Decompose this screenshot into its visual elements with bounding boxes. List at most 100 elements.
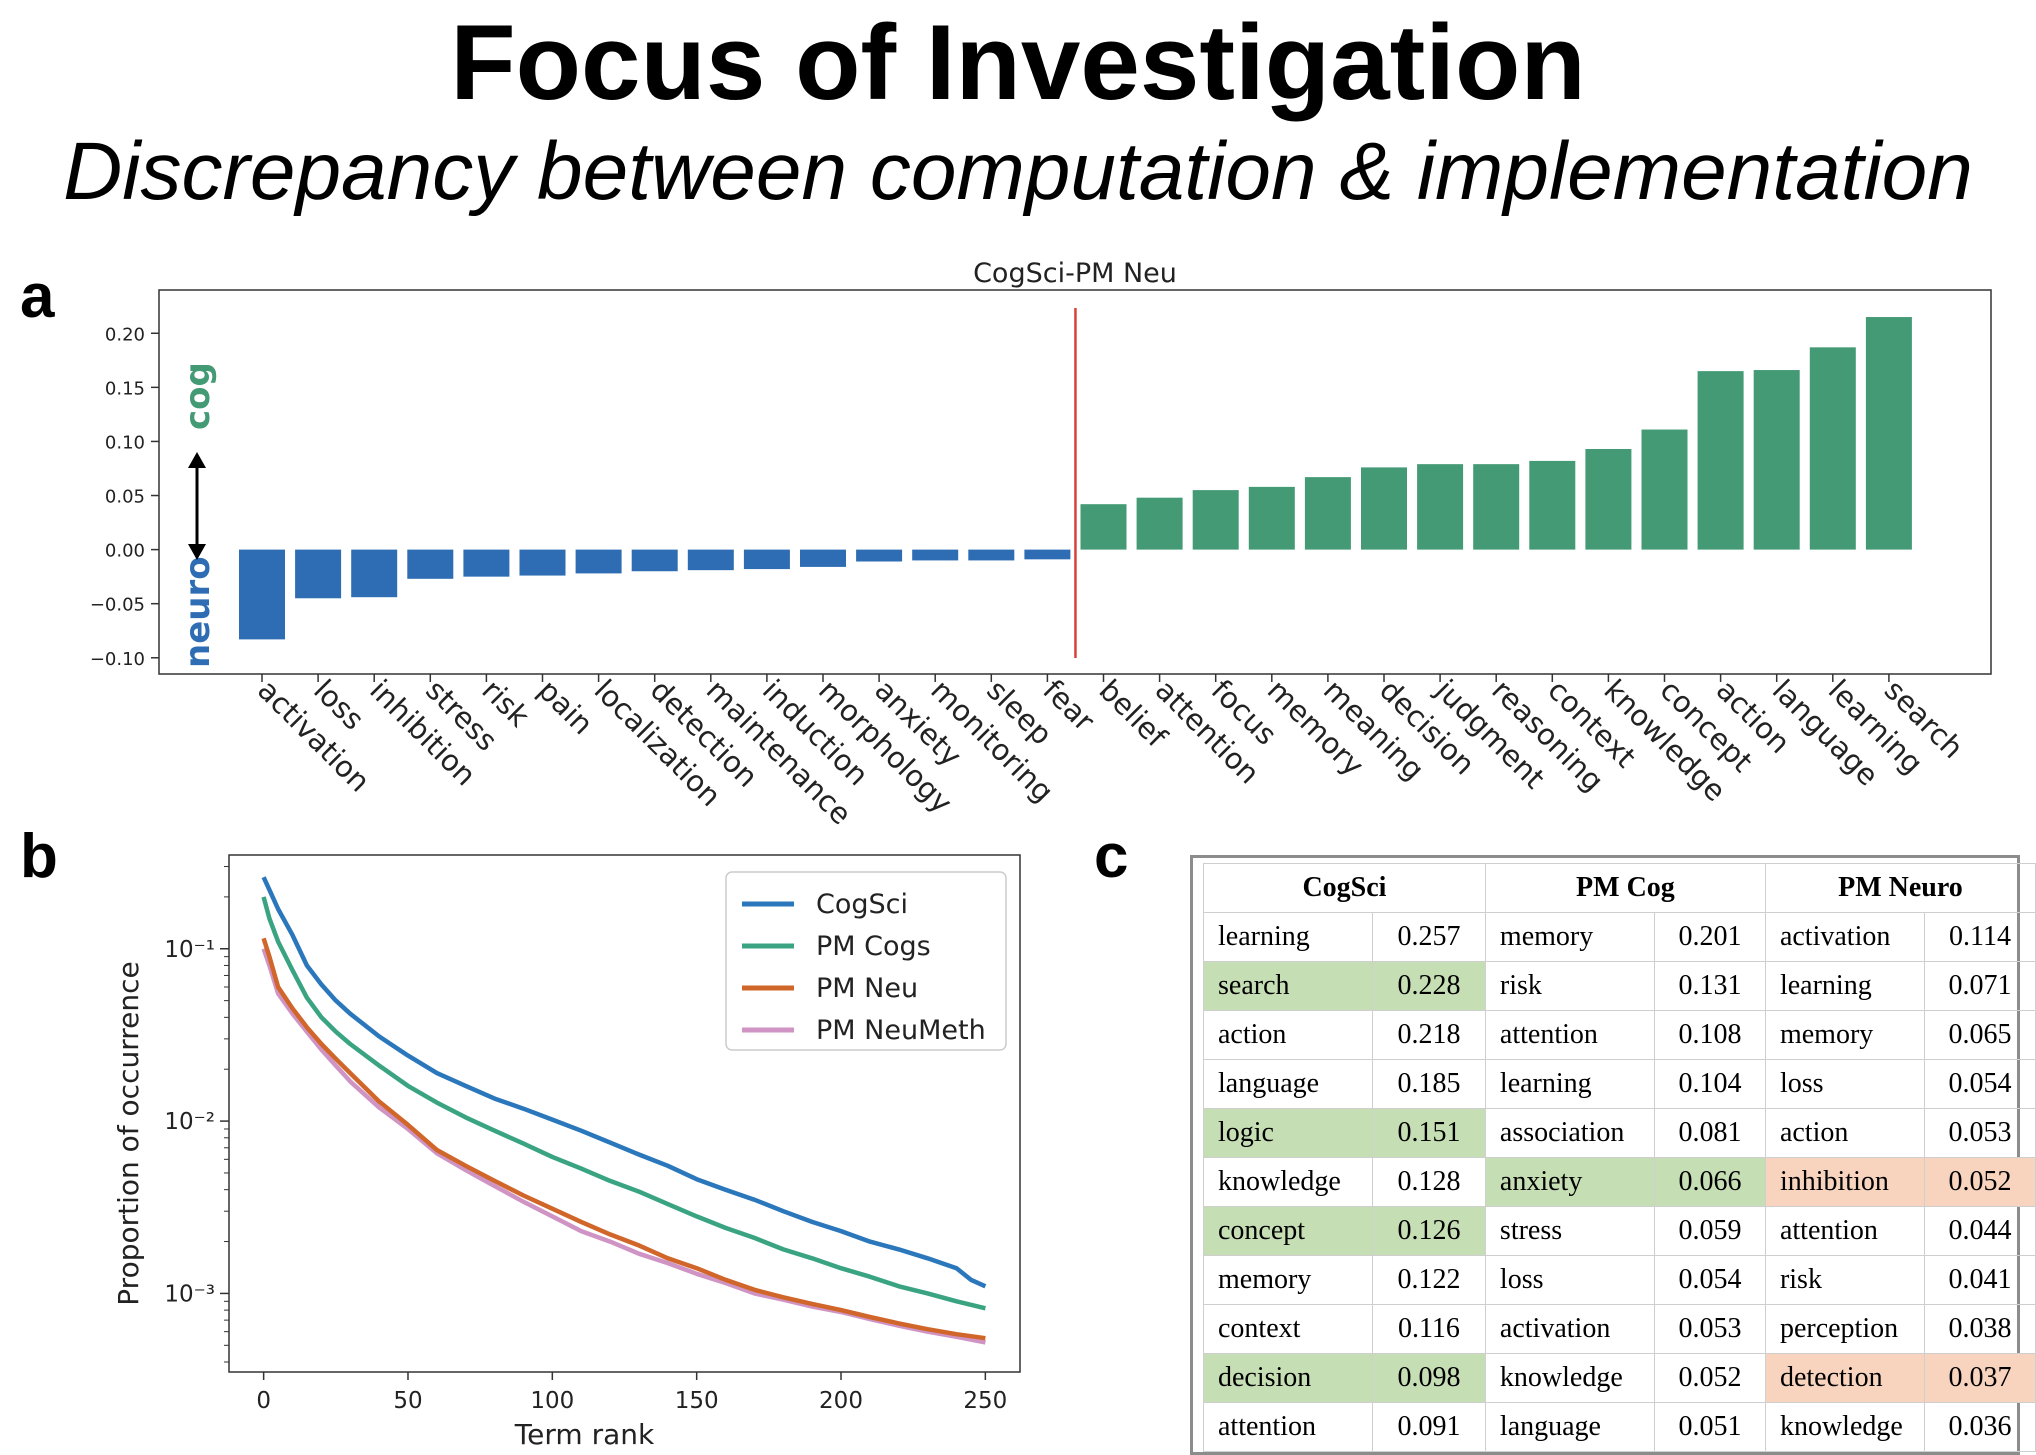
- bar-concept: [1641, 429, 1688, 550]
- term-cell: anxiety: [1484, 1157, 1655, 1207]
- legend-label: PM NeuMeth: [816, 1015, 986, 1046]
- neuro-label: neuro: [178, 556, 218, 668]
- line-chart-term-rank: 0 50 100 150 200 250 10⁻¹ 10⁻² 10⁻³ Term rank Prop…: [112, 854, 1021, 1451]
- table-row: search 0.228 risk 0.131 learning 0.071: [1203, 961, 2036, 1011]
- bar-anxiety: [856, 549, 903, 562]
- y-tick-label: 0.20: [105, 324, 145, 345]
- term-cell: decision: [1203, 1353, 1373, 1403]
- y-tick-label: 0.10: [105, 432, 145, 453]
- term-cell: learning: [1203, 912, 1373, 962]
- value-cell: 0.054: [1923, 1059, 2036, 1109]
- panel-letter-a: a: [20, 262, 55, 331]
- bar-context: [1529, 460, 1576, 550]
- column-header-cogsci: CogSci: [1203, 863, 1486, 913]
- term-cell: loss: [1764, 1059, 1925, 1109]
- x-tick-label: 200: [819, 1388, 863, 1414]
- term-cell: logic: [1203, 1108, 1373, 1158]
- term-cell: attention: [1203, 1402, 1373, 1452]
- bar-pain: [519, 549, 566, 576]
- term-cell: association: [1484, 1108, 1655, 1158]
- bar-search: [1865, 317, 1912, 550]
- y-axis-label: Proportion of occurrence: [112, 961, 145, 1305]
- series-line-cogsci: [261, 876, 987, 1289]
- term-table: CogSci PM Cog PM Neuro learning 0.257 memo…: [1203, 863, 2036, 1452]
- panel-letter-c: c: [1094, 822, 1129, 891]
- chart-title: CogSci-PM Neu: [973, 258, 1177, 289]
- plot-frame: [228, 854, 1021, 1373]
- x-axis-label: Term rank: [514, 1418, 655, 1451]
- bar-loss: [295, 549, 342, 599]
- bar-chart-cogsci-pm-neu: CogSci-PM Neu 0.20 0.15 0.10 0.05 0.00 −0.05 −0…: [90, 258, 1992, 831]
- term-cell: learning: [1484, 1059, 1655, 1109]
- term-cell: perception: [1764, 1304, 1925, 1354]
- term-cell: activation: [1484, 1304, 1655, 1354]
- table-row: context 0.116 activation 0.053 perception 0.0…: [1203, 1304, 2036, 1354]
- term-cell: risk: [1484, 961, 1655, 1011]
- table-row: language 0.185 learning 0.104 loss 0.054: [1203, 1059, 2036, 1109]
- slide-subtitle: Discrepancy between computation & implem…: [63, 126, 1973, 217]
- y-tick-label: 0.15: [105, 378, 145, 399]
- table-header-row: CogSci PM Cog PM Neuro: [1203, 863, 2036, 913]
- value-cell: 0.098: [1372, 1353, 1486, 1403]
- x-tick-label: 250: [963, 1388, 1007, 1414]
- value-cell: 0.081: [1653, 1108, 1766, 1158]
- table-row: action 0.218 attention 0.108 memory 0.065: [1203, 1010, 2036, 1060]
- slide-title: Focus of Investigation: [450, 2, 1586, 122]
- term-cell: memory: [1203, 1255, 1373, 1305]
- bar-belief: [1080, 504, 1127, 550]
- value-cell: 0.053: [1653, 1304, 1766, 1354]
- term-cell: concept: [1203, 1206, 1373, 1256]
- table-row: memory 0.122 loss 0.054 risk 0.041: [1203, 1255, 2036, 1305]
- x-tick-label: 150: [675, 1388, 719, 1414]
- value-cell: 0.038: [1923, 1304, 2036, 1354]
- term-cell: action: [1203, 1010, 1373, 1060]
- bar-detection: [631, 549, 678, 572]
- series-line-pm-cogs: [261, 896, 986, 1311]
- plot-frame: [158, 289, 1992, 675]
- bar-learning: [1809, 347, 1856, 550]
- value-cell: 0.036: [1923, 1402, 2036, 1452]
- value-cell: 0.201: [1653, 912, 1766, 962]
- term-cell: attention: [1764, 1206, 1925, 1256]
- value-cell: 0.116: [1372, 1304, 1486, 1354]
- term-cell: search: [1203, 961, 1373, 1011]
- value-cell: 0.041: [1923, 1255, 2036, 1305]
- y-tick-label: 0.00: [105, 541, 145, 562]
- table-row: learning 0.257 memory 0.201 activation 0.114: [1203, 912, 2036, 962]
- bar-fear: [1024, 549, 1071, 560]
- bar-risk: [463, 549, 510, 577]
- term-cell: memory: [1764, 1010, 1925, 1060]
- table-row: decision 0.098 knowledge 0.052 detection 0.03…: [1203, 1353, 2036, 1403]
- term-cell: language: [1484, 1402, 1655, 1452]
- value-cell: 0.104: [1653, 1059, 1766, 1109]
- y-tick-label: 10⁻¹: [164, 937, 215, 963]
- value-cell: 0.053: [1923, 1108, 2036, 1158]
- term-cell: knowledge: [1203, 1157, 1373, 1207]
- bar-sleep: [968, 549, 1015, 561]
- term-cell: knowledge: [1484, 1353, 1655, 1403]
- value-cell: 0.091: [1372, 1402, 1486, 1452]
- term-cell: memory: [1484, 912, 1655, 962]
- bar-decision: [1361, 467, 1407, 550]
- value-cell: 0.052: [1653, 1353, 1766, 1403]
- table-row: logic 0.151 association 0.081 action 0.053: [1203, 1108, 2036, 1158]
- value-cell: 0.065: [1923, 1010, 2036, 1060]
- value-cell: 0.185: [1372, 1059, 1486, 1109]
- bar-meaning: [1304, 477, 1351, 550]
- bar-language: [1753, 370, 1800, 550]
- value-cell: 0.128: [1372, 1157, 1486, 1207]
- column-header-pm-neuro: PM Neuro: [1764, 863, 2036, 913]
- value-cell: 0.071: [1923, 961, 2036, 1011]
- bar-judgment: [1417, 464, 1464, 550]
- double-arrow-icon: [188, 452, 206, 560]
- value-cell: 0.218: [1372, 1010, 1486, 1060]
- term-cell: attention: [1484, 1010, 1655, 1060]
- bar-stress: [407, 549, 454, 579]
- value-cell: 0.257: [1372, 912, 1486, 962]
- legend-label: PM Cogs: [816, 931, 931, 962]
- bar-induction: [743, 549, 790, 570]
- term-cell: action: [1764, 1108, 1925, 1158]
- bar-action: [1697, 371, 1744, 550]
- panel-letter-b: b: [20, 822, 58, 891]
- value-cell: 0.151: [1372, 1108, 1486, 1158]
